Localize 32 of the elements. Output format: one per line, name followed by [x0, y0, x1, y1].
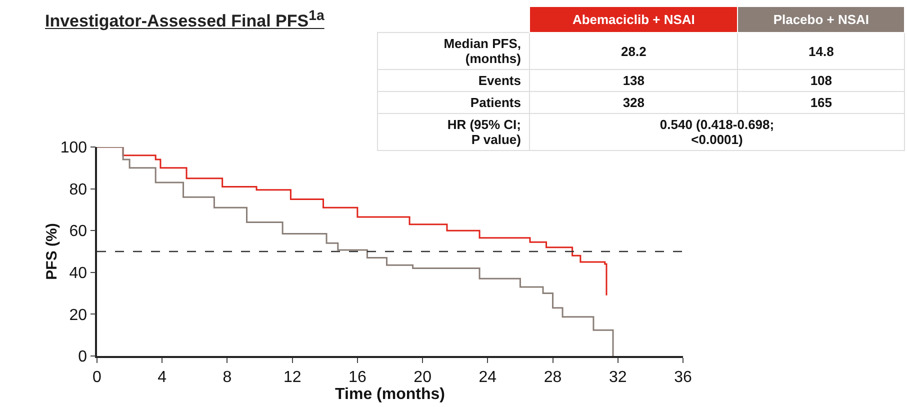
annotation: 0.540 (0.418-0.698; <0.0001) [530, 114, 904, 150]
x-tick-label: 0 [92, 368, 102, 386]
y-tick-label: 100 [60, 140, 88, 157]
text: 165 [810, 95, 832, 110]
text: Abemaciclib + NSAI [572, 12, 695, 27]
annotation: HR (95% CI; P value) [378, 114, 530, 150]
text: 14.8 [808, 44, 834, 58]
text: Median PFS, (months) [444, 36, 521, 66]
x-tick-label: 4 [158, 368, 167, 386]
text: 328 [622, 95, 645, 110]
x-tick-label: 8 [222, 368, 232, 386]
x-tick-label: 20 [414, 368, 432, 386]
y-tick-label: 40 [69, 265, 88, 282]
text: 28.2 [621, 44, 646, 58]
text: Patients [470, 95, 521, 110]
y-axis-title: PFS (%) [44, 223, 60, 280]
text: Events [478, 73, 521, 88]
x-tick-label: 16 [348, 368, 366, 386]
y-tick-label: 80 [69, 181, 88, 198]
text: Placebo + NSAI [773, 12, 870, 27]
x-tick-label: 36 [674, 368, 692, 386]
y-tick-label: 20 [69, 306, 88, 324]
x-tick-label: 12 [283, 368, 302, 386]
text: 138 [622, 73, 645, 88]
y-tick-label: 0 [78, 348, 88, 366]
text: 108 [810, 73, 832, 88]
x-tick-label: 28 [544, 368, 562, 386]
y-tick-label: 60 [69, 223, 88, 240]
x-tick-label: 32 [608, 368, 627, 386]
x-tick-label: 24 [478, 368, 497, 386]
x-axis-title: Time (months) [335, 386, 445, 403]
chart-title: Investigator-Assessed Final PFS$^{1a}$ [45, 8, 324, 32]
